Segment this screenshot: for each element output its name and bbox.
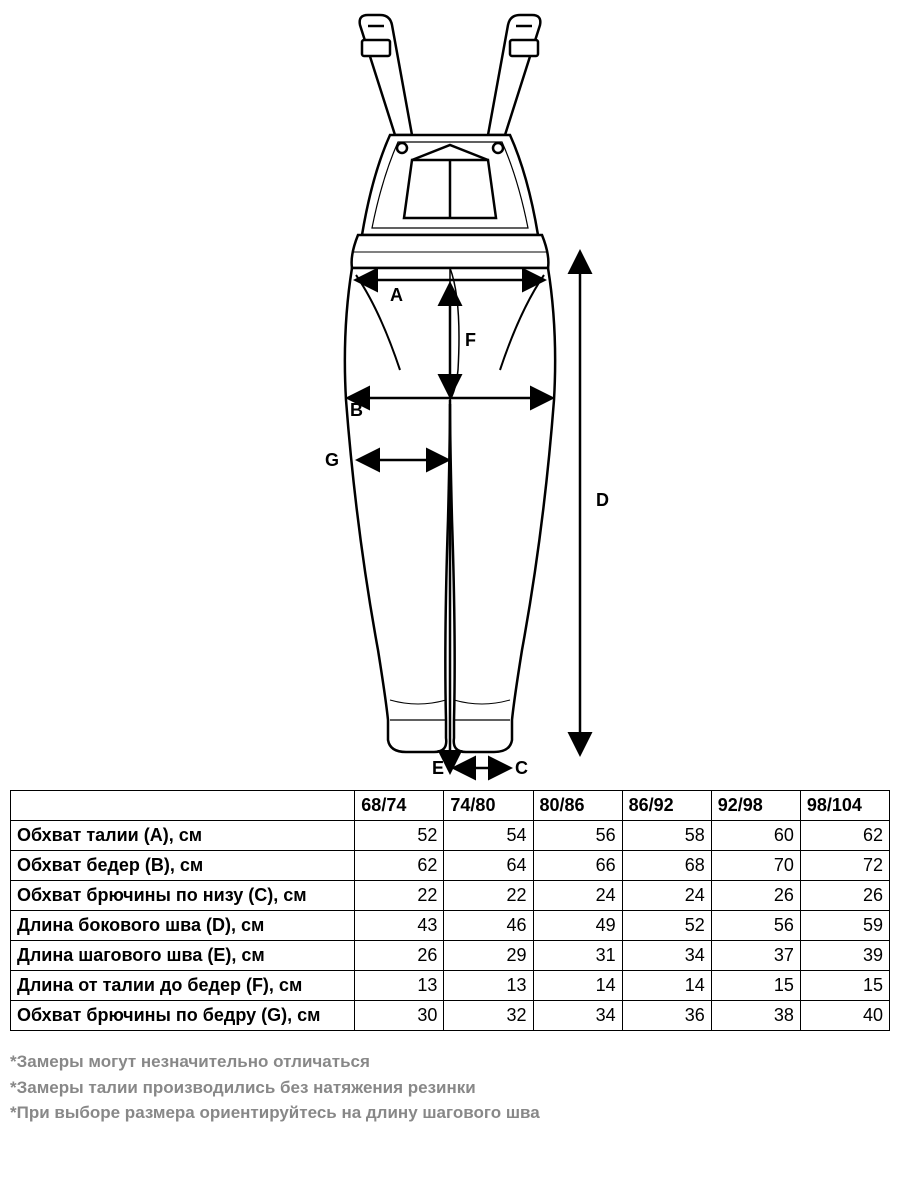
overalls-diagram <box>150 0 750 790</box>
note-line: *Замеры талии производились без натяжени… <box>10 1075 890 1101</box>
diagram-area: A B C D E F G <box>0 0 900 790</box>
cell-value: 68 <box>622 851 711 881</box>
cell-value: 22 <box>355 881 444 911</box>
cell-value: 31 <box>533 941 622 971</box>
header-size: 80/86 <box>533 791 622 821</box>
cell-value: 34 <box>533 1001 622 1031</box>
cell-value: 26 <box>800 881 889 911</box>
cell-value: 26 <box>711 881 800 911</box>
cell-value: 38 <box>711 1001 800 1031</box>
cell-value: 62 <box>355 851 444 881</box>
size-table: 68/74 74/80 80/86 86/92 92/98 98/104 Обх… <box>10 790 890 1031</box>
header-blank <box>11 791 355 821</box>
notes: *Замеры могут незначительно отличаться *… <box>10 1049 890 1126</box>
table-row: Обхват брючины по низу (C), см2222242426… <box>11 881 890 911</box>
row-label: Обхват брючины по низу (C), см <box>11 881 355 911</box>
row-label: Длина от талии до бедер (F), см <box>11 971 355 1001</box>
note-line: *При выборе размера ориентируйтесь на дл… <box>10 1100 890 1126</box>
row-label: Обхват брючины по бедру (G), см <box>11 1001 355 1031</box>
table-row: Длина от талии до бедер (F), см131314141… <box>11 971 890 1001</box>
cell-value: 59 <box>800 911 889 941</box>
cell-value: 40 <box>800 1001 889 1031</box>
row-label: Длина бокового шва (D), см <box>11 911 355 941</box>
cell-value: 39 <box>800 941 889 971</box>
cell-value: 64 <box>444 851 533 881</box>
cell-value: 29 <box>444 941 533 971</box>
header-size: 68/74 <box>355 791 444 821</box>
cell-value: 56 <box>711 911 800 941</box>
label-D: D <box>596 490 609 511</box>
cell-value: 72 <box>800 851 889 881</box>
cell-value: 60 <box>711 821 800 851</box>
row-label: Обхват бедер (B), см <box>11 851 355 881</box>
cell-value: 49 <box>533 911 622 941</box>
cell-value: 66 <box>533 851 622 881</box>
table-row: Обхват бедер (B), см626466687072 <box>11 851 890 881</box>
cell-value: 26 <box>355 941 444 971</box>
cell-value: 37 <box>711 941 800 971</box>
table-row: Длина бокового шва (D), см434649525659 <box>11 911 890 941</box>
header-size: 92/98 <box>711 791 800 821</box>
row-label: Длина шагового шва (E), см <box>11 941 355 971</box>
cell-value: 34 <box>622 941 711 971</box>
cell-value: 15 <box>800 971 889 1001</box>
label-G: G <box>325 450 339 471</box>
header-size: 74/80 <box>444 791 533 821</box>
cell-value: 36 <box>622 1001 711 1031</box>
cell-value: 52 <box>355 821 444 851</box>
cell-value: 56 <box>533 821 622 851</box>
cell-value: 24 <box>622 881 711 911</box>
cell-value: 46 <box>444 911 533 941</box>
cell-value: 52 <box>622 911 711 941</box>
label-E: E <box>432 758 444 779</box>
table-row: Обхват талии (A), см525456586062 <box>11 821 890 851</box>
table-row: Обхват брючины по бедру (G), см303234363… <box>11 1001 890 1031</box>
cell-value: 15 <box>711 971 800 1001</box>
header-size: 98/104 <box>800 791 889 821</box>
table-header-row: 68/74 74/80 80/86 86/92 92/98 98/104 <box>11 791 890 821</box>
note-line: *Замеры могут незначительно отличаться <box>10 1049 890 1075</box>
label-B: B <box>350 400 363 421</box>
label-C: C <box>515 758 528 779</box>
table-row: Длина шагового шва (E), см262931343739 <box>11 941 890 971</box>
cell-value: 62 <box>800 821 889 851</box>
cell-value: 14 <box>533 971 622 1001</box>
label-A: A <box>390 285 403 306</box>
cell-value: 24 <box>533 881 622 911</box>
cell-value: 58 <box>622 821 711 851</box>
cell-value: 14 <box>622 971 711 1001</box>
cell-value: 43 <box>355 911 444 941</box>
cell-value: 22 <box>444 881 533 911</box>
cell-value: 70 <box>711 851 800 881</box>
label-F: F <box>465 330 476 351</box>
cell-value: 13 <box>355 971 444 1001</box>
cell-value: 32 <box>444 1001 533 1031</box>
cell-value: 30 <box>355 1001 444 1031</box>
row-label: Обхват талии (A), см <box>11 821 355 851</box>
cell-value: 13 <box>444 971 533 1001</box>
header-size: 86/92 <box>622 791 711 821</box>
cell-value: 54 <box>444 821 533 851</box>
